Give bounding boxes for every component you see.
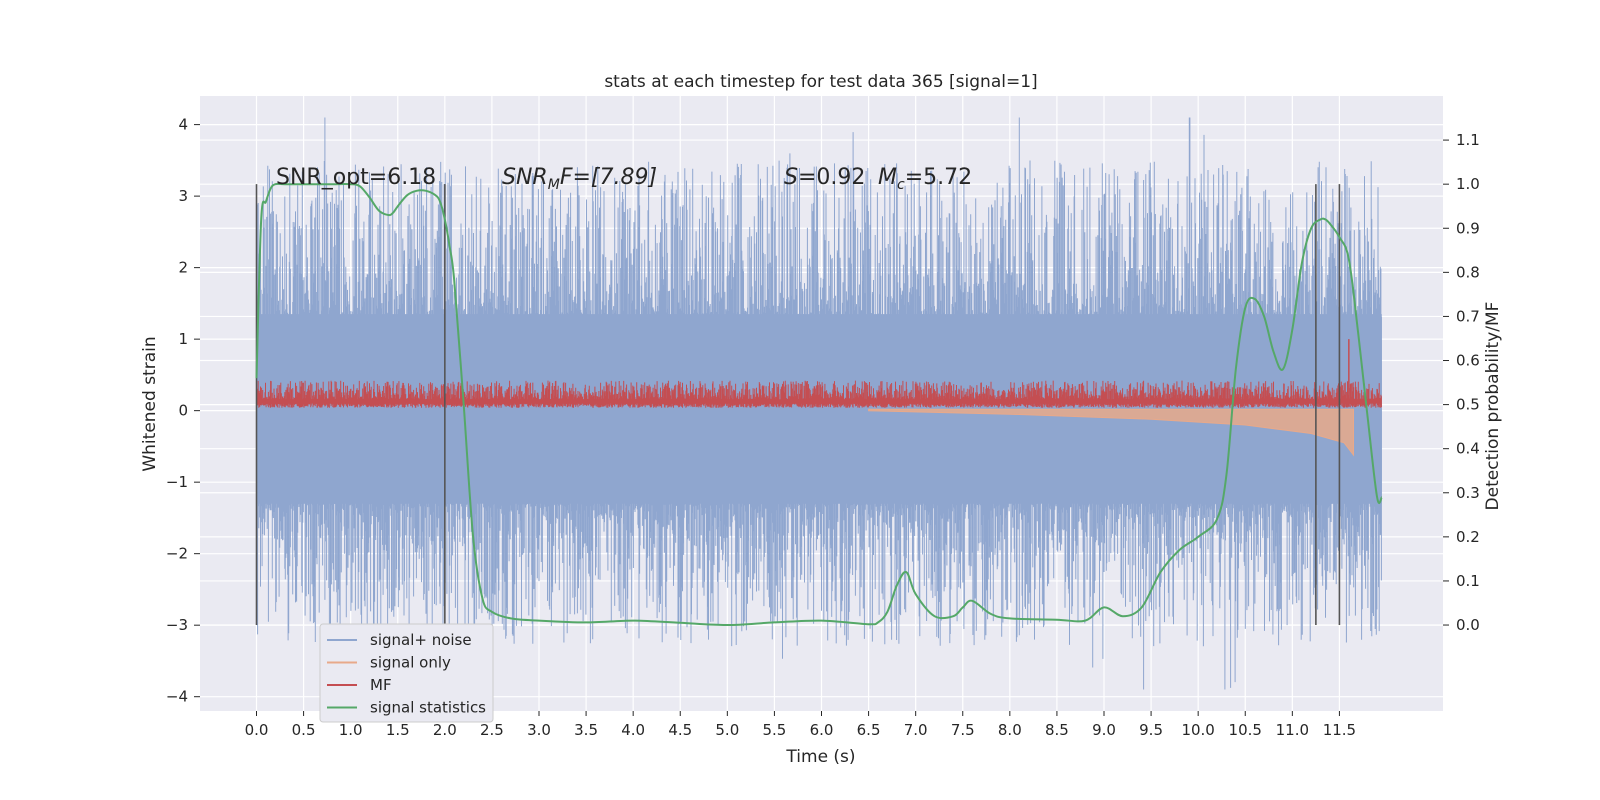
s-label: S — [784, 165, 798, 190]
mc-value: =5.72 — [905, 165, 972, 190]
x-tick-label: 3.0 — [527, 721, 551, 739]
y2-tick-label: 0.9 — [1456, 219, 1480, 237]
y-tick-label: 1 — [178, 330, 188, 348]
x-tick-label: 0.0 — [245, 721, 269, 739]
x-tick-label: 8.5 — [1045, 721, 1069, 739]
annotation-s: S=0.92 — [784, 165, 865, 190]
y2-tick-label: 0.6 — [1456, 352, 1480, 370]
vertical-markers — [255, 184, 1341, 626]
y2-tick-label: 0.7 — [1456, 307, 1480, 325]
y2-tick-label: 0.3 — [1456, 484, 1480, 502]
y2-tick-label: 1.1 — [1456, 131, 1480, 149]
x-ticks: 0.0 0.5 1.0 1.5 2.0 2.5 3.0 3.5 4.0 4.5 5.0 5.5 6.0 6… — [245, 711, 1356, 739]
y-tick-label: −2 — [166, 545, 188, 563]
y2-tick-label: 1.0 — [1456, 175, 1480, 193]
x-tick-label: 5.5 — [762, 721, 786, 739]
x-tick-label: 9.5 — [1139, 721, 1163, 739]
y2-tick-label: 0.8 — [1456, 263, 1480, 281]
x-tick-label: 3.5 — [574, 721, 598, 739]
mc-label: M — [878, 165, 897, 190]
x-tick-label: 2.0 — [433, 721, 457, 739]
y-tick-label: 4 — [178, 116, 188, 134]
legend-label: signal only — [370, 654, 451, 672]
x-tick-label: 1.0 — [339, 721, 363, 739]
annotation-snr-opt: SNR_opt=6.18 — [276, 165, 436, 190]
y-tick-label: −3 — [166, 616, 188, 634]
y-tick-label: 0 — [178, 402, 188, 420]
y2-ticks: 1.1 1.0 0.9 0.8 0.7 0.6 0.5 0.4 0.3 0.2 0.1 0.0 — [1443, 131, 1480, 634]
x-tick-label: 10.5 — [1229, 721, 1262, 739]
x-tick-label: 6.0 — [810, 721, 834, 739]
y2-tick-label: 0.5 — [1456, 396, 1480, 414]
x-tick-label: 11.5 — [1323, 721, 1356, 739]
x-axis-label: Time (s) — [785, 747, 855, 767]
x-tick-label: 4.5 — [668, 721, 692, 739]
annotation-mc: Mc=5.72 — [878, 165, 972, 193]
annotation-snr-mf: SNRMF=[7.89] — [502, 165, 657, 193]
y-tick-label: −4 — [166, 688, 188, 706]
x-tick-label: 5.0 — [715, 721, 739, 739]
y2-tick-label: 0.1 — [1456, 572, 1480, 590]
signal-statistics-series — [255, 182, 1383, 627]
legend-box — [319, 623, 494, 723]
x-tick-label: 2.5 — [480, 721, 504, 739]
chart-title: stats at each timestep for test data 365… — [604, 72, 1037, 92]
snr-mf-sub: M — [548, 177, 560, 193]
x-tick-label: 9.0 — [1092, 721, 1116, 739]
x-tick-label: 11.0 — [1276, 721, 1309, 739]
snr-mf-prefix: SNR — [502, 165, 548, 190]
s-value: =0.92 — [798, 165, 865, 190]
x-tick-label: 1.5 — [386, 721, 410, 739]
y-axis-label: Whitened strain — [140, 336, 160, 471]
y-tick-label: 3 — [178, 187, 188, 205]
x-tick-label: 7.0 — [904, 721, 928, 739]
y2-tick-label: 0.2 — [1456, 528, 1480, 546]
x-tick-label: 0.5 — [292, 721, 316, 739]
y-tick-label: −1 — [166, 473, 188, 491]
x-tick-label: 8.0 — [998, 721, 1022, 739]
legend-label: signal statistics — [370, 699, 486, 717]
x-tick-label: 4.0 — [621, 721, 645, 739]
legend-label: signal+ noise — [370, 631, 472, 649]
legend: signal+ noise signal only MF signal statist… — [319, 623, 494, 723]
y-ticks: 4 3 2 1 0 −1 −2 −3 −4 — [166, 116, 200, 706]
signal-statistics-line — [255, 182, 1383, 627]
mc-sub: c — [897, 177, 905, 193]
y-tick-label: 2 — [178, 259, 188, 277]
x-tick-label: 10.0 — [1181, 721, 1214, 739]
snr-mf-suffix: F=[7.89] — [560, 165, 657, 190]
y2-axis-label: Detection probability/MF — [1483, 302, 1503, 511]
y2-tick-label: 0.4 — [1456, 440, 1480, 458]
legend-label: MF — [370, 676, 392, 694]
x-tick-label: 7.5 — [951, 721, 975, 739]
y2-tick-label: 0.0 — [1456, 616, 1480, 634]
x-tick-label: 6.5 — [857, 721, 881, 739]
